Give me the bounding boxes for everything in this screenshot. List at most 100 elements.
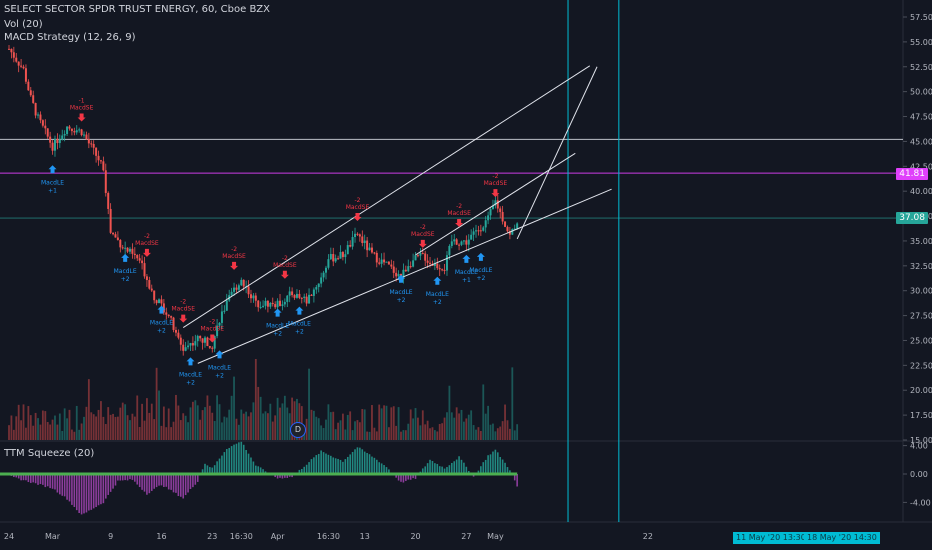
squeeze-histogram-bar (356, 447, 359, 474)
volume-bar (162, 406, 165, 440)
candle-body (397, 274, 400, 277)
squeeze-histogram-bar (421, 468, 424, 474)
volume-bar (467, 414, 470, 440)
volume-bar (448, 385, 451, 440)
volume-bar (267, 413, 269, 440)
candle-body (194, 341, 197, 346)
candle-body (378, 262, 381, 264)
volume-bar (310, 409, 313, 440)
squeeze-histogram-bar (95, 474, 97, 508)
squeeze-histogram-bar (349, 454, 351, 474)
candle-body (358, 234, 361, 237)
squeeze-histogram-bar (44, 474, 47, 488)
volume-bar (327, 404, 330, 440)
candle-body (334, 258, 337, 262)
long-signal-label: MacdLE (179, 371, 202, 378)
squeeze-histogram-bar (380, 463, 383, 474)
squeeze-histogram-bar (163, 474, 165, 487)
signal-quantity: +2 (157, 328, 166, 335)
volume-bar (15, 416, 18, 440)
volume-bar (223, 416, 226, 440)
squeeze-histogram-bar (196, 474, 199, 482)
squeeze-histogram-bar (482, 462, 485, 474)
signal-quantity: +1 (48, 187, 57, 194)
candle-body (223, 310, 226, 312)
candle-body (167, 314, 170, 317)
squeeze-histogram-bar (259, 467, 262, 474)
oscillator-tick-label: -4.00 (910, 498, 931, 507)
candle-body (303, 296, 306, 299)
squeeze-histogram-bar (359, 447, 361, 474)
volume-bar (25, 427, 27, 440)
volume-bar (320, 425, 323, 440)
squeeze-histogram-bar (155, 474, 158, 488)
candle-body (472, 231, 475, 235)
volume-legend[interactable]: Vol (20) (4, 19, 43, 30)
candle-body (453, 239, 456, 242)
volume-bar (424, 424, 427, 440)
volume-bar (221, 422, 223, 440)
candle-body (204, 337, 207, 343)
squeeze-histogram-bar (51, 474, 54, 489)
symbol-title[interactable]: SELECT SECTOR SPDR TRUST ENERGY, 60, Cbo… (4, 4, 271, 15)
squeeze-histogram-bar (112, 474, 114, 489)
volume-bar (257, 386, 260, 440)
price-tick-label: 32.50 (910, 262, 932, 271)
volume-bar (337, 422, 339, 440)
signal-quantity: +2 (121, 276, 130, 283)
squeeze-histogram-bar (228, 447, 230, 474)
candle-body (10, 48, 13, 53)
volume-bar (477, 427, 480, 440)
cursor-date-label-2: 18 May '20 14:30 (804, 532, 880, 544)
squeeze-histogram-bar (88, 474, 90, 511)
volume-bar (506, 420, 509, 440)
volume-bar (245, 411, 248, 440)
squeeze-histogram-bar (494, 449, 497, 474)
volume-bar (511, 367, 514, 440)
candle-body (259, 306, 262, 308)
squeeze-histogram-bar (27, 474, 30, 483)
squeeze-histogram-bar (313, 457, 315, 474)
candle-body (121, 247, 124, 249)
current-price-tag: 37.08 (896, 212, 928, 224)
candle-body (107, 192, 110, 209)
volume-bar (392, 406, 395, 440)
long-signal-label: MacdLE (266, 323, 289, 330)
squeeze-histogram-bar (409, 474, 412, 480)
candle-body (445, 255, 448, 271)
squeeze-histogram-bar (383, 465, 385, 474)
squeeze-histogram-bar (397, 474, 400, 481)
squeeze-histogram-bar (42, 474, 44, 485)
squeeze-histogram-bar (460, 459, 463, 474)
volume-bar (475, 429, 477, 440)
volume-bar (463, 421, 465, 440)
candle-body (460, 241, 463, 245)
squeeze-histogram-bar (487, 455, 489, 474)
volume-bar (501, 421, 504, 440)
long-signal-arrow (397, 274, 406, 283)
volume-bar (446, 412, 448, 440)
volume-bar (146, 398, 148, 440)
long-signal-arrow (186, 357, 195, 366)
candle-body (327, 259, 330, 268)
volume-bar (356, 420, 359, 440)
volume-bar (325, 419, 327, 440)
volume-bar (187, 422, 189, 440)
squeeze-histogram-bar (436, 463, 439, 474)
squeeze-histogram-bar (160, 474, 163, 486)
volume-bar (419, 425, 422, 440)
candle-body (414, 255, 417, 261)
strategy-legend[interactable]: MACD Strategy (12, 26, 9) (4, 32, 136, 43)
volume-bar (450, 412, 453, 440)
squeeze-legend[interactable]: TTM Squeeze (20) (4, 448, 95, 459)
candle-body (104, 170, 107, 193)
candle-body (262, 305, 265, 307)
squeeze-histogram-bar (308, 462, 310, 474)
volume-bar (259, 396, 262, 440)
squeeze-histogram-bar (80, 474, 83, 515)
dividend-badge[interactable]: D (290, 422, 306, 438)
candle-body (177, 332, 180, 338)
candle-body (320, 277, 323, 284)
